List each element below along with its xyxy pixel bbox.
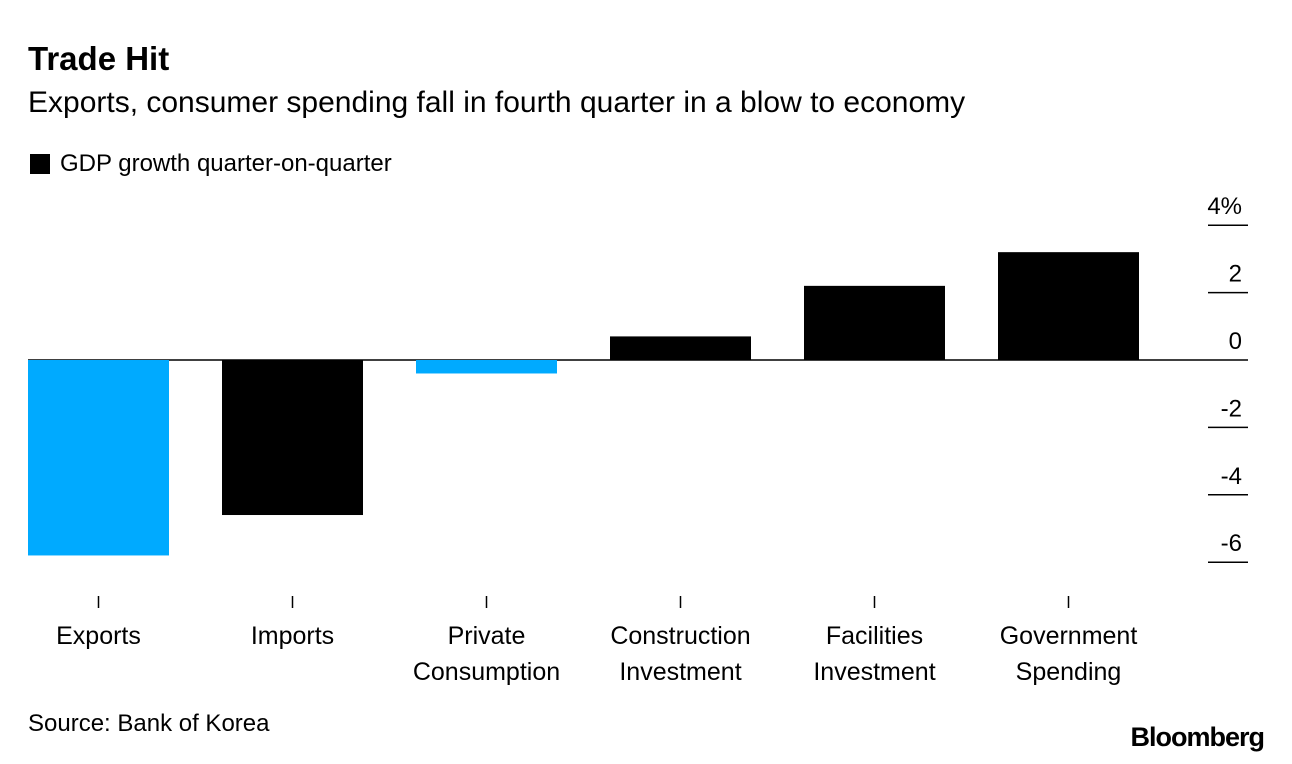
x-tick-label: Government (1000, 622, 1138, 650)
source-note: Source: Bank of Korea (28, 710, 270, 737)
x-tick-label: Construction (610, 622, 750, 650)
bloomberg-logo: Bloomberg (1130, 722, 1265, 752)
x-tick-label: Investment (619, 658, 741, 686)
x-tick-label: Investment (813, 658, 935, 686)
y-tick-label: -4 (1221, 463, 1242, 490)
legend-label: GDP growth quarter-on-quarter (60, 150, 392, 177)
chart-title: Trade Hit (28, 40, 170, 77)
y-tick-label: -2 (1221, 395, 1242, 422)
legend-swatch (30, 154, 50, 174)
bar-facilities-investment (804, 285, 945, 360)
y-tick-label: 0 (1229, 328, 1242, 355)
x-tick-label: Consumption (413, 658, 560, 686)
bar-government-spending (998, 252, 1139, 360)
bar-private-consumption (416, 360, 557, 374)
chart-subtitle: Exports, consumer spending fall in fourt… (28, 86, 966, 119)
x-tick-label: Private (448, 622, 526, 650)
bar-exports (28, 360, 169, 556)
x-tick-label: Imports (251, 622, 334, 650)
y-tick-label: 2 (1229, 261, 1242, 288)
legend: GDP growth quarter-on-quarter (30, 150, 392, 178)
y-tick-label: 4% (1207, 193, 1242, 220)
bar-construction-investment (610, 336, 751, 360)
bar-imports (222, 360, 363, 516)
x-tick-label: Facilities (826, 622, 923, 650)
y-tick-label: -6 (1221, 530, 1242, 557)
x-tick-label: Exports (56, 622, 141, 650)
x-tick-label: Spending (1016, 658, 1122, 686)
